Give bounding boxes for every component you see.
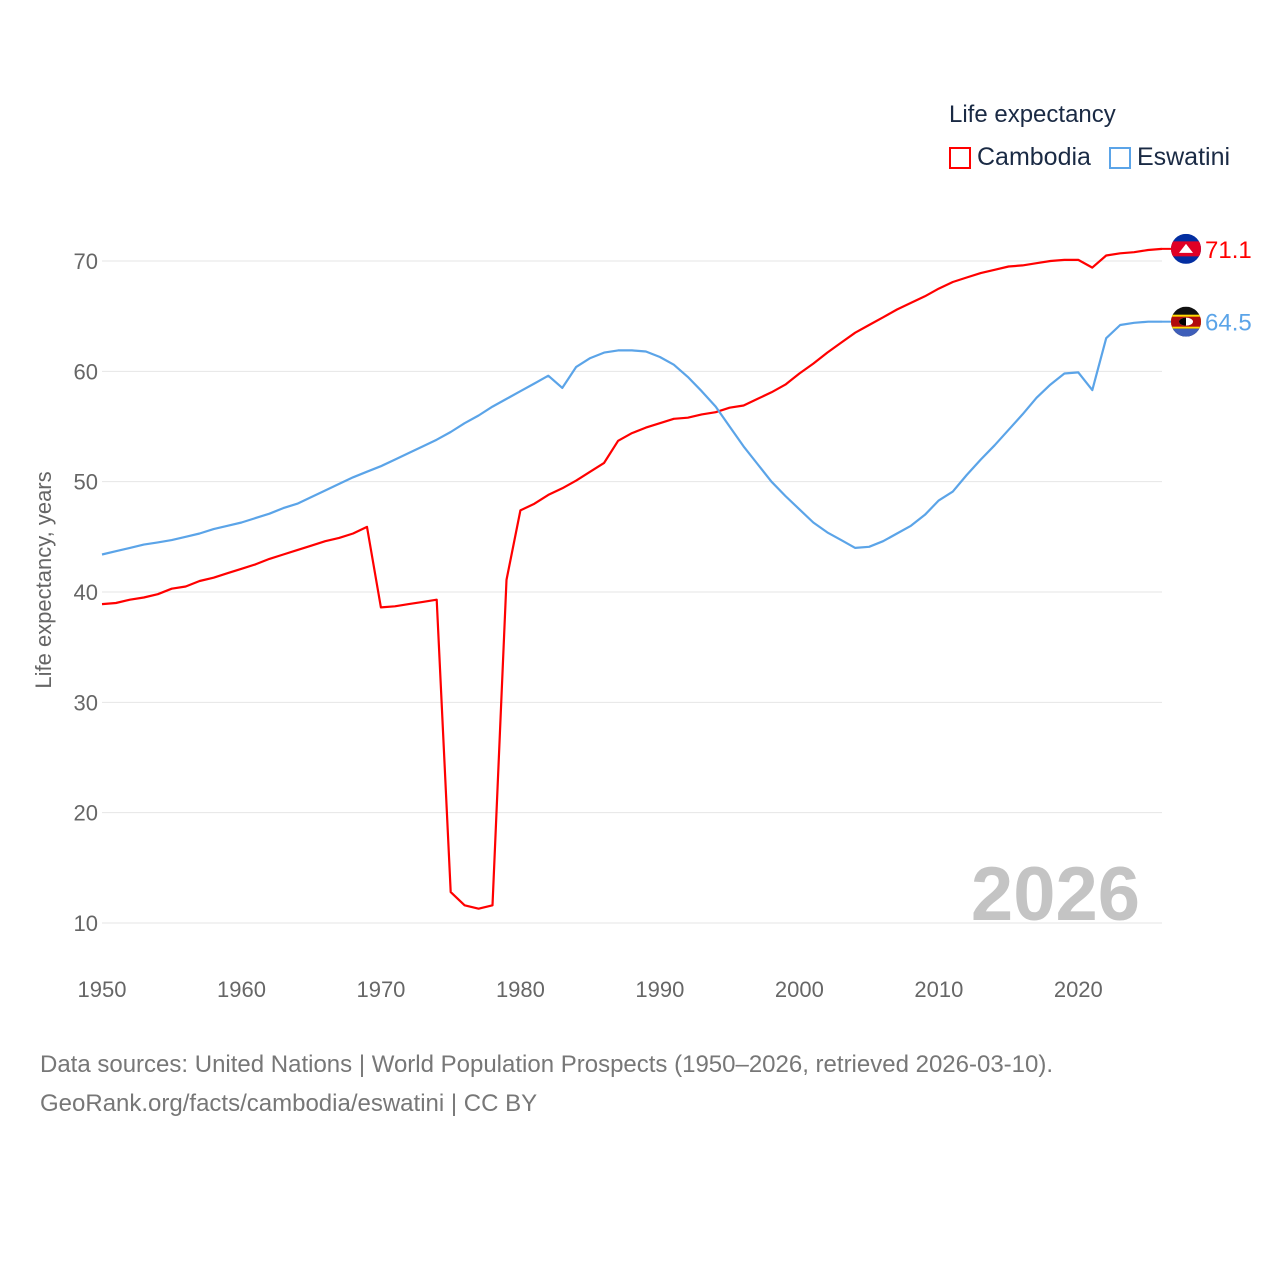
- x-tick-label: 1960: [217, 977, 266, 1002]
- legend-swatch-cambodia: [949, 146, 971, 169]
- x-tick-label: 2000: [775, 977, 824, 1002]
- y-tick-label: 50: [74, 470, 98, 495]
- data-source: Data sources: United Nations | World Pop…: [40, 1051, 1054, 1078]
- legend: Cambodia Eswatini: [949, 143, 1230, 172]
- x-tick-label: 1970: [356, 977, 405, 1002]
- legend-item-cambodia[interactable]: Cambodia: [949, 143, 1091, 172]
- y-axis-label: Life expectancy, years: [31, 471, 56, 688]
- legend-item-eswatini[interactable]: Eswatini: [1108, 143, 1231, 172]
- x-tick-label: 2020: [1054, 977, 1103, 1002]
- end-value-label-eswatini: 64.5: [1205, 310, 1252, 337]
- x-tick-label: 1990: [635, 977, 684, 1002]
- source-link[interactable]: GeoRank.org/facts/cambodia/eswatini | CC…: [40, 1090, 538, 1117]
- legend-swatch-eswatini: [1108, 146, 1131, 169]
- x-tick-label: 1950: [78, 977, 127, 1002]
- legend-label: Cambodia: [977, 143, 1091, 171]
- series-line-cambodia: [101, 247, 1163, 910]
- y-tick-label: 30: [74, 690, 98, 715]
- footer: Data sources: United Nations | World Pop…: [40, 1045, 1053, 1123]
- eswatini-flag-icon: [1171, 306, 1201, 337]
- cambodia-flag-icon: [1171, 233, 1201, 264]
- x-tick-label: 1980: [496, 977, 545, 1002]
- y-tick-label: 10: [74, 911, 98, 936]
- y-tick-label: 40: [74, 580, 98, 605]
- y-tick-label: 60: [74, 359, 98, 384]
- end-value-label-cambodia: 71.1: [1205, 237, 1252, 264]
- y-tick-label: 70: [74, 249, 98, 274]
- series-line-eswatini: [101, 320, 1162, 556]
- legend-title: Life expectancy: [949, 101, 1116, 128]
- year-label: 2026: [971, 852, 1140, 937]
- legend-label: Eswatini: [1136, 143, 1231, 171]
- x-tick-label: 2010: [914, 977, 963, 1002]
- y-tick-label: 20: [74, 801, 98, 826]
